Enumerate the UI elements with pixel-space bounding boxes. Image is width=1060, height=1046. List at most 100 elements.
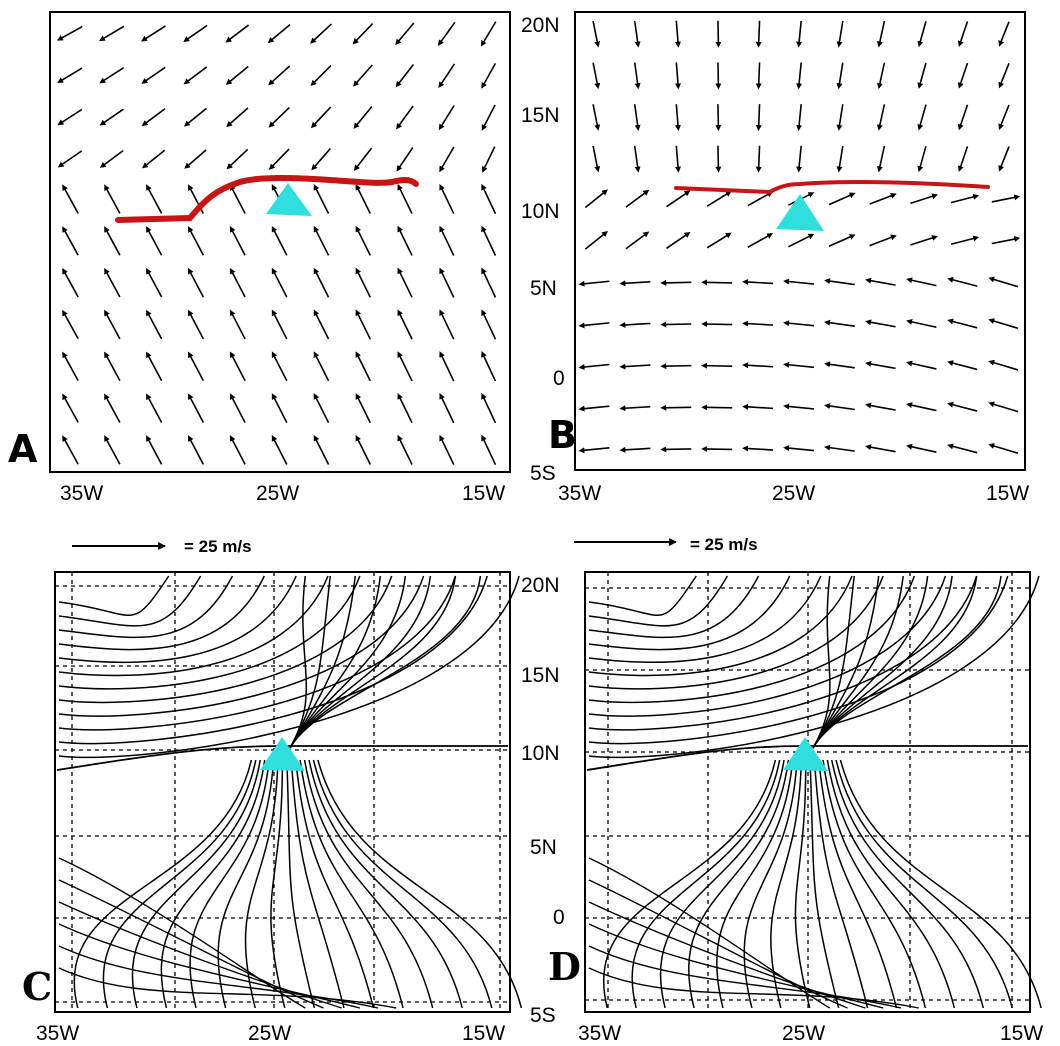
wind-arrow [271, 225, 288, 256]
streamline [58, 575, 265, 651]
wind-arrow [824, 361, 855, 369]
wind-arrow [397, 434, 413, 465]
wind-arrow [836, 20, 844, 48]
wind-arrow [268, 148, 290, 170]
wind-arrow [742, 278, 774, 285]
streamline [73, 759, 253, 1009]
wind-arrow [824, 278, 855, 286]
streamline [588, 575, 884, 690]
wind-arrow [481, 225, 497, 256]
panel-c-streamlines [56, 575, 523, 1009]
wind-arrow [226, 107, 249, 128]
wind-arrow [104, 393, 121, 423]
wind-arrow [355, 267, 371, 298]
wind-arrow [592, 145, 601, 173]
wind-arrow [271, 351, 288, 382]
scale-label-right: = 25 m/s [690, 535, 758, 554]
wind-arrow [267, 23, 291, 44]
y-tick-0-upper: 0 [553, 367, 565, 390]
wind-arrow [755, 20, 762, 48]
x-tick-25w-top-right: 25W [772, 482, 815, 505]
wind-arrow [906, 443, 937, 453]
wind-arrow [187, 435, 205, 465]
wind-arrow [957, 146, 969, 172]
wind-arrow [62, 435, 79, 465]
wind-arrow [660, 363, 692, 370]
streamline [160, 759, 266, 1009]
wind-arrow [62, 184, 79, 214]
wind-arrow [62, 226, 79, 256]
x-tick-35w-top-left: 35W [60, 482, 103, 505]
wind-arrow [439, 183, 455, 215]
wind-arrow [57, 67, 83, 83]
wind-arrow [957, 62, 969, 89]
streamline [58, 575, 488, 745]
wind-arrow [482, 146, 496, 173]
wind-arrow [917, 62, 927, 89]
wind-arrow [783, 445, 815, 452]
wind-arrow [187, 351, 205, 382]
y-tick-0-lower: 0 [553, 906, 565, 929]
wind-arrow [619, 321, 651, 328]
wind-arrow [104, 267, 121, 298]
wind-arrow [142, 149, 166, 169]
wind-arrow [991, 194, 1021, 203]
wind-arrow [950, 235, 980, 246]
streamline [812, 575, 904, 749]
wind-arrow [755, 145, 762, 173]
wind-arrow [998, 21, 1010, 47]
wind-arrow [619, 280, 651, 287]
streamline [631, 759, 781, 1009]
wind-arrow [824, 403, 855, 411]
wind-arrow [187, 309, 205, 340]
wind-arrow [701, 404, 733, 411]
wind-arrow [310, 106, 332, 129]
panel-b-vectors [578, 20, 1021, 454]
streamline [244, 759, 279, 1009]
wind-arrow [183, 107, 207, 127]
wind-arrow [660, 404, 692, 411]
wind-arrow [310, 64, 332, 87]
wind-arrow [755, 62, 762, 90]
streamline [289, 575, 357, 749]
wind-arrow [313, 351, 330, 382]
wind-arrow [481, 434, 497, 466]
wind-arrow [229, 435, 246, 465]
wind-arrow [660, 446, 692, 453]
wind-arrow [104, 351, 121, 382]
wind-arrow [957, 104, 969, 131]
wind-arrow [584, 189, 608, 209]
streamline [588, 575, 1040, 759]
streamline [659, 759, 785, 1009]
wind-arrow [395, 22, 415, 46]
streamline [588, 575, 760, 639]
streamline [822, 759, 927, 1009]
wind-arrow [229, 309, 246, 340]
wind-arrow [104, 226, 121, 256]
wind-arrow [439, 309, 455, 340]
streamline [289, 575, 407, 749]
x-tick-15w-bottom-left: 15W [462, 1022, 505, 1045]
wind-arrow [397, 183, 413, 215]
wind-arrow [824, 319, 855, 328]
wind-arrow [917, 21, 927, 48]
wind-arrow [706, 190, 732, 207]
y-tick-5s-lower: 5S [530, 1004, 556, 1027]
wind-arrow [742, 320, 774, 327]
streamline [839, 759, 1042, 1009]
wind-arrow [481, 183, 497, 215]
wind-arrow [310, 23, 332, 44]
streamline [58, 967, 397, 1009]
panel-a-vectors [56, 21, 497, 466]
streamline [770, 759, 803, 1009]
wind-arrow [56, 25, 83, 41]
wind-arrow [396, 105, 414, 130]
wind-arrow [783, 361, 815, 369]
wind-arrow [397, 309, 413, 340]
streamline [270, 759, 286, 1009]
wind-arrow [578, 363, 610, 370]
wind-arrow [141, 25, 166, 42]
x-tick-25w-bottom-left: 25W [248, 1022, 291, 1045]
wind-arrow [876, 62, 886, 90]
streamline [58, 575, 425, 717]
